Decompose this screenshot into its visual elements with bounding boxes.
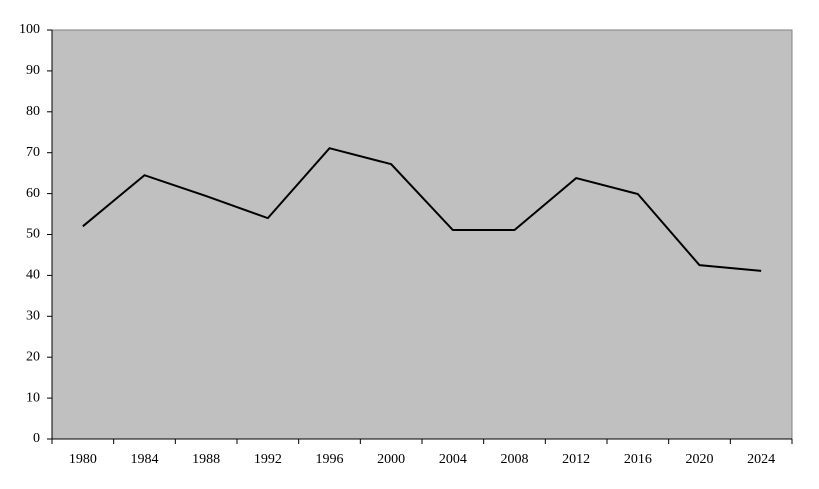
x-tick-label: 2012 <box>562 452 590 467</box>
y-tick-label: 40 <box>26 268 40 283</box>
x-tick-label: 2020 <box>686 452 714 467</box>
y-tick-label: 50 <box>26 227 40 242</box>
x-tick-label: 1980 <box>69 452 97 467</box>
y-tick-label: 10 <box>26 390 40 405</box>
y-tick-label: 20 <box>26 349 40 364</box>
x-tick-label: 2000 <box>377 452 405 467</box>
y-tick-label: 60 <box>26 186 40 201</box>
x-tick-label: 1996 <box>316 452 344 467</box>
plot-area <box>51 29 793 440</box>
x-tick-label: 1984 <box>131 452 159 467</box>
line-series <box>82 147 762 272</box>
y-tick-label: 70 <box>26 145 40 160</box>
x-tick-label: 2008 <box>501 452 529 467</box>
y-tick-label: 80 <box>26 104 40 119</box>
x-tick-label: 2016 <box>624 452 652 467</box>
x-tick-label: 1992 <box>254 452 282 467</box>
y-tick-label: 30 <box>26 309 40 324</box>
x-tick-label: 2024 <box>747 452 775 467</box>
x-tick-label: 1988 <box>192 452 220 467</box>
x-tick-label: 2004 <box>439 452 467 467</box>
y-tick-label: 100 <box>19 22 40 37</box>
y-tick-label: 90 <box>26 63 40 78</box>
y-tick-label: 0 <box>33 431 40 446</box>
